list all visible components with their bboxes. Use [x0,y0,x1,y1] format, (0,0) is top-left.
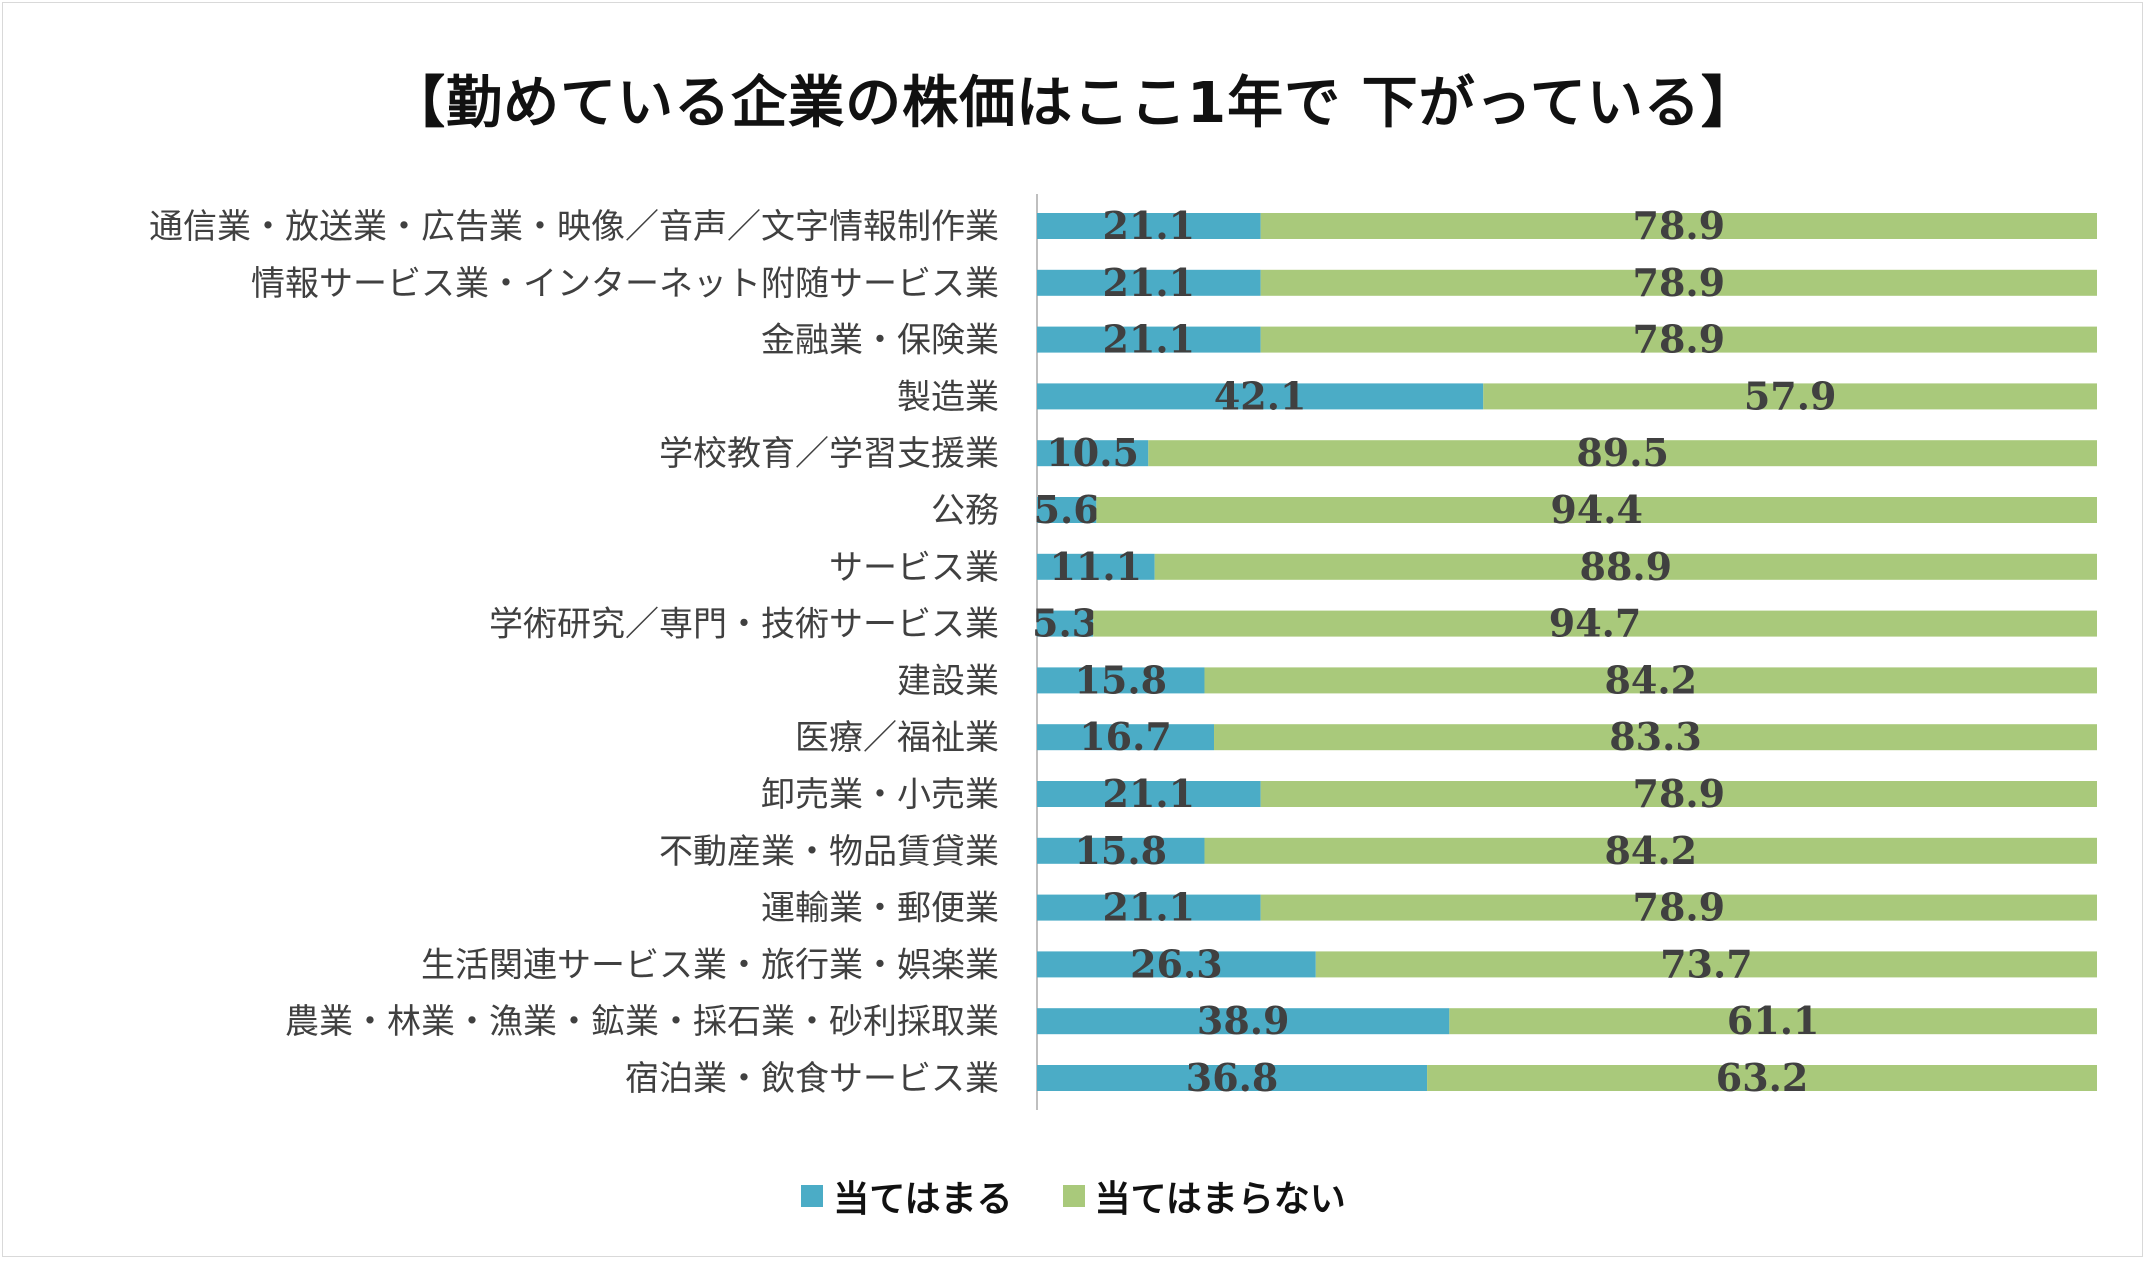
bar-not-applies [1260,894,2097,921]
data-label: 84.2 [1604,828,1697,873]
data-label: 94.7 [1549,601,1642,646]
bar-not-applies [1204,667,2097,694]
data-label: 61.1 [1727,998,1820,1043]
bar-applies [1037,1008,1450,1035]
data-label: 21.1 [1103,203,1196,248]
legend-label: 当てはまらない [1094,1179,1346,1220]
bar-not-applies [1260,781,2097,807]
data-label: 84.2 [1604,657,1697,702]
bar-not-applies [1214,724,2097,751]
data-label: 42.1 [1214,373,1307,418]
data-label: 88.9 [1580,544,1673,589]
data-label: 11.1 [1050,544,1143,589]
bar-applies [1037,440,1149,467]
data-label: 94.4 [1550,487,1643,532]
data-label: 78.9 [1633,317,1726,362]
category-label: 生活関連サービス業・旅行業・娯楽業 [421,945,999,985]
bar-not-applies [1096,497,2097,523]
bar-applies [1037,894,1261,921]
data-label: 15.8 [1074,828,1167,873]
bar-not-applies [1148,440,2097,467]
bar-not-applies [1093,610,2097,637]
bar-not-applies [1204,837,2097,864]
data-label: 15.8 [1074,657,1167,702]
legend-item-applies: 当てはまる [801,1170,1013,1222]
data-label: 26.3 [1130,941,1223,986]
bar-not-applies [1315,951,2097,978]
bar-applies [1037,497,1097,523]
data-label: 10.5 [1046,430,1139,475]
category-label: 建設業 [897,661,999,701]
bar-applies [1037,1065,1428,1091]
data-label: 63.2 [1716,1055,1809,1100]
bar-applies [1037,269,1261,296]
bar-applies [1037,667,1205,694]
legend-label: 当てはまる [833,1179,1013,1220]
chart-legend: 当てはまる 当てはまらない [0,1170,2147,1222]
bar-applies [1037,951,1316,978]
bar-not-applies [1260,326,2097,353]
data-label: 78.9 [1633,260,1726,305]
data-label: 5.3 [1032,601,1098,646]
category-label: 医療／福祉業 [795,718,999,758]
bar-applies [1037,553,1155,580]
category-label: 不動産業・物品賃貸業 [659,832,999,872]
bar-applies [1037,724,1215,751]
category-label: 通信業・放送業・広告業・映像／音声／文字情報制作業 [149,207,999,247]
bar-not-applies [1427,1065,2097,1091]
bar-applies [1037,383,1484,410]
category-label: 運輸業・郵便業 [761,889,999,929]
category-label: 宿泊業・飲食サービス業 [625,1059,999,1099]
category-label: 情報サービス業・インターネット附随サービス業 [251,264,999,304]
category-label: サービス業 [829,548,999,588]
data-label: 21.1 [1103,885,1196,930]
data-label: 16.7 [1079,714,1172,759]
data-label: 83.3 [1609,714,1702,759]
category-label: 学術研究／専門・技術サービス業 [489,605,999,645]
bar-not-applies [1260,269,2097,296]
data-label: 5.6 [1034,487,1100,532]
data-label: 78.9 [1633,771,1726,816]
legend-swatch [1062,1185,1085,1207]
data-label: 78.9 [1633,203,1726,248]
bar-applies [1037,610,1094,637]
bar-not-applies [1154,553,2097,580]
category-label: 学校教育／学習支援業 [659,434,999,474]
category-label: 卸売業・小売業 [761,775,999,815]
data-label: 21.1 [1103,771,1196,816]
data-label: 89.5 [1576,430,1669,475]
bar-not-applies [1260,213,2097,239]
chart-title: 【勤めている企業の株価はここ1年で 下がっている】 [389,71,1758,136]
data-label: 78.9 [1633,885,1726,930]
category-label: 製造業 [897,377,999,417]
category-label: 公務 [931,491,999,531]
bar-applies [1037,326,1261,353]
data-label: 21.1 [1103,260,1196,305]
bar-applies [1037,837,1205,864]
data-label: 57.9 [1744,373,1837,418]
legend-item-not-applies: 当てはまらない [1062,1170,1346,1222]
data-label: 73.7 [1660,941,1753,986]
bar-not-applies [1483,383,2097,410]
legend-swatch [801,1185,824,1207]
bar-not-applies [1449,1008,2097,1035]
bar-applies [1037,213,1261,239]
data-label: 36.8 [1186,1055,1279,1100]
data-label: 38.9 [1197,998,1290,1043]
category-label: 農業・林業・漁業・鉱業・採石業・砂利採取業 [285,1002,999,1042]
data-label: 21.1 [1103,317,1196,362]
category-label: 金融業・保険業 [761,321,999,361]
bar-applies [1037,781,1261,807]
